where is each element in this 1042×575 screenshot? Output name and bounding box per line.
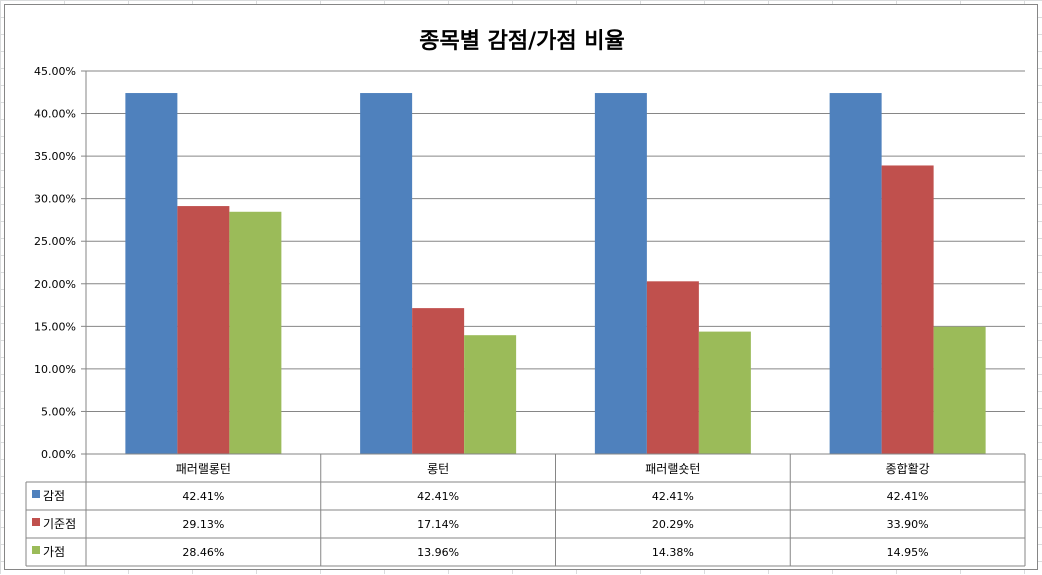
bar-2-4: [881, 165, 934, 454]
y-tick-label: 10.00%: [34, 363, 76, 376]
y-tick-label: 30.00%: [34, 193, 76, 206]
y-tick-label: 15.00%: [34, 320, 76, 333]
legend-label: 가점: [43, 545, 65, 559]
y-tick-label: 0.00%: [41, 448, 76, 461]
y-tick-label: 35.00%: [34, 150, 76, 163]
bar-chart: 0.00% 5.00% 10.00% 15.00% 20.00% 25.00% 30.00%…: [25, 65, 1026, 567]
chart-title: 종목별 감점/가점 비율: [419, 29, 625, 54]
table-cell: 17.14%: [417, 518, 459, 531]
bar-2-3: [646, 281, 699, 454]
category-label: 패러랠숏턴: [645, 462, 700, 476]
y-tick-label: 40.00%: [34, 108, 76, 121]
chart-frame[interactable]: 종목별 감점/가점 비율 0.00% 5.00% 10.00% 15.00% 20.00…: [4, 4, 1038, 570]
legend-label: 감점: [43, 489, 65, 503]
table-cell: 42.41%: [652, 490, 694, 503]
table-cell: 14.38%: [652, 546, 694, 559]
bar-1-2: [360, 93, 413, 455]
legend-key-2: [32, 518, 40, 526]
table-cell: 33.90%: [887, 518, 929, 531]
category-label: 롱턴: [427, 462, 449, 476]
bar-3-4: [933, 326, 986, 454]
table-cell: 42.41%: [417, 490, 459, 503]
category-label: 종합활강: [886, 462, 930, 476]
table-cell: 42.41%: [182, 490, 224, 503]
y-tick-label: 45.00%: [34, 65, 76, 78]
y-tick-label: 20.00%: [34, 278, 76, 291]
bar-1-3: [594, 93, 647, 455]
bar-3-1: [229, 211, 282, 454]
bar-1-4: [829, 93, 882, 455]
table-cell: 29.13%: [182, 518, 224, 531]
bar-2-1: [177, 206, 230, 454]
table-cell: 14.95%: [887, 546, 929, 559]
legend-key-1: [32, 490, 40, 498]
y-tick-label: 25.00%: [34, 235, 76, 248]
bar-2-2: [412, 308, 465, 454]
table-cell: 42.41%: [887, 490, 929, 503]
category-label: 패러랠롱턴: [176, 462, 231, 476]
legend-key-3: [32, 546, 40, 554]
legend-label: 기준점: [43, 517, 76, 531]
bar-1-1: [125, 93, 178, 455]
y-tick-label: 5.00%: [41, 405, 76, 418]
table-cell: 20.29%: [652, 518, 694, 531]
table-cell: 28.46%: [182, 546, 224, 559]
bar-3-2: [464, 335, 517, 454]
table-cell: 13.96%: [417, 546, 459, 559]
bar-3-3: [698, 331, 751, 454]
